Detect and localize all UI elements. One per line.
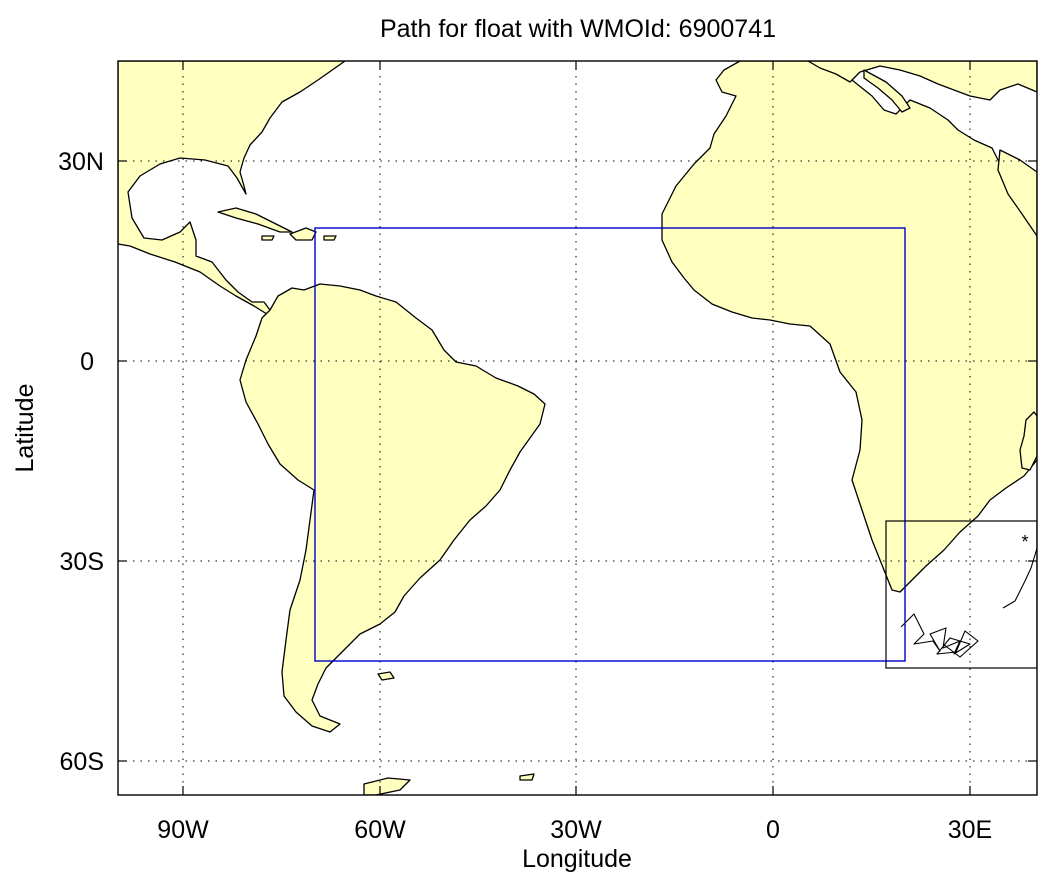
land-masses	[118, 61, 1037, 795]
africa-landmass	[661, 61, 1037, 593]
y-tick-label-30n: 30N	[58, 148, 104, 176]
south-georgia-island	[519, 773, 535, 781]
x-axis-label: Longitude	[522, 845, 632, 873]
middle-east-landmass	[997, 149, 1037, 237]
italy-peninsula	[863, 69, 911, 113]
float-path	[900, 546, 1037, 658]
y-tick-label-60s: 60S	[60, 748, 104, 776]
cuba-island	[217, 207, 293, 233]
y-axis-label: Latitude	[11, 384, 39, 473]
hispaniola-island	[289, 227, 317, 241]
plot-frame	[117, 60, 1038, 796]
x-tick-label-30w: 30W	[550, 816, 602, 844]
y-tick-labels: 30N 0 30S 60S	[58, 148, 104, 776]
x-tick-label-60w: 60W	[354, 816, 406, 844]
x-tick-label-0: 0	[766, 816, 780, 844]
float-deployment-marker: *	[1021, 532, 1028, 552]
antarctic-peninsula-islands	[363, 777, 411, 795]
north-america-landmass	[118, 61, 346, 317]
region-box	[314, 227, 906, 662]
x-tick-label-90w: 90W	[157, 816, 209, 844]
graticule-grid	[118, 61, 1037, 795]
x-tick-labels: 90W 60W 30W 0 30E	[157, 816, 992, 844]
chart-title: Path for float with WMOId: 6900741	[380, 15, 776, 43]
puerto-rico-island	[323, 235, 337, 241]
falkland-islands	[377, 671, 395, 681]
europe-landmass	[807, 61, 1037, 101]
x-tick-label-30e: 30E	[948, 816, 992, 844]
jamaica-island	[261, 235, 275, 241]
madagascar-island	[1019, 411, 1037, 471]
inset-box	[885, 520, 1037, 669]
tick-marks	[118, 61, 1037, 795]
south-america-landmass	[239, 283, 546, 733]
y-tick-label-30s: 30S	[60, 548, 104, 576]
y-tick-label-0: 0	[80, 348, 94, 376]
